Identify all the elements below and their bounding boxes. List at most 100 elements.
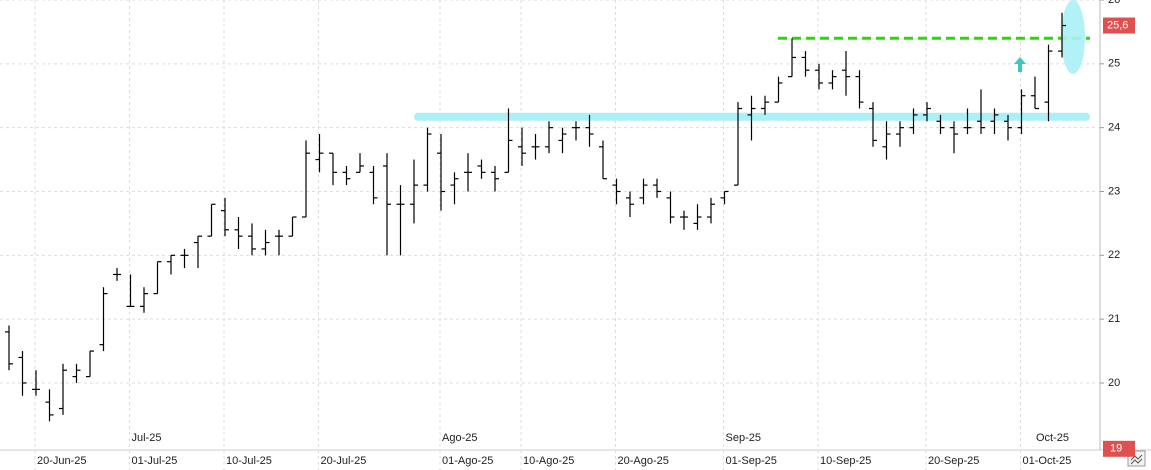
ohlc-bar — [815, 63, 823, 90]
ohlc-bar — [464, 153, 472, 192]
x-tick-label: 01-Jul-25 — [132, 455, 178, 467]
month-label: Jul-25 — [132, 432, 162, 444]
ohlc-bar — [558, 127, 567, 154]
y-tick-label: 24 — [1108, 122, 1120, 134]
ohlc-bar — [221, 197, 229, 237]
ohlc-bar — [1017, 89, 1026, 135]
ohlc-bar — [761, 95, 769, 115]
ohlc-bar — [585, 114, 594, 147]
ohlc-bar — [5, 325, 13, 371]
ohlc-bar — [1004, 114, 1012, 141]
ohlc-bar — [896, 121, 904, 147]
ohlc-bar — [302, 140, 310, 218]
ohlc-bar — [194, 235, 202, 269]
ohlc-bar — [720, 190, 729, 205]
ohlc-bar — [423, 127, 432, 192]
ohlc-bar — [639, 178, 648, 205]
ohlc-bar — [18, 351, 27, 396]
ohlc-bar — [248, 223, 256, 256]
bottom-marker-label: 19 — [1110, 443, 1122, 455]
x-tick-label: 20-Jul-25 — [321, 455, 367, 467]
ohlc-bar — [167, 254, 175, 275]
ohlc-bar — [450, 172, 459, 205]
ohlc-bar — [288, 216, 297, 237]
ohlc-bar — [234, 217, 243, 249]
ohlc-bar — [99, 287, 108, 352]
x-tick-label: 10-Ago-25 — [523, 455, 574, 467]
ohlc-bar — [626, 191, 634, 218]
ohlc-bar — [261, 229, 270, 256]
ohlc-bar — [315, 134, 324, 173]
ohlc-bar — [909, 108, 918, 135]
ohlc-bar — [950, 121, 958, 154]
arrow-annotation — [1014, 57, 1026, 72]
ohlc-bar — [396, 185, 405, 256]
ohlc-bar — [477, 159, 486, 179]
ohlc-bar — [788, 38, 796, 78]
y-tick-label: 23 — [1108, 185, 1120, 197]
last-price-label: 25,6 — [1107, 19, 1128, 31]
y-tick-label: 20 — [1108, 377, 1120, 389]
ohlc-bar — [329, 152, 337, 186]
ohlc-bar — [275, 229, 283, 256]
ohlc-bar — [86, 350, 94, 378]
ohlc-bar — [45, 389, 54, 422]
ohlc-bar — [855, 70, 864, 109]
ohlc-bar — [680, 210, 688, 230]
ohlc-bar — [207, 203, 216, 237]
ohlc-bar — [531, 134, 540, 160]
ohlc-bar — [437, 134, 445, 211]
ohlc-bar — [383, 153, 391, 256]
ohlc-bar — [356, 153, 364, 173]
ohlc-bar — [504, 108, 513, 173]
x-tick-label: 20-Sep-25 — [928, 455, 979, 467]
ohlc-bar — [990, 108, 999, 135]
y-tick-label: 25 — [1108, 58, 1120, 70]
ohlc-bar — [545, 121, 553, 154]
ohlc-bar — [842, 51, 850, 96]
ohlc-bar — [518, 127, 526, 166]
ohlc-bar — [1044, 44, 1053, 122]
ohlc-bar — [747, 95, 756, 141]
x-tick-label: 20-Jun-25 — [37, 455, 87, 467]
ohlc-bar — [977, 89, 985, 135]
ohlc-bar — [612, 178, 621, 205]
ohlc-bar — [369, 165, 378, 205]
ohlc-bar — [126, 274, 135, 307]
ohlc-bar — [666, 191, 675, 224]
ohlc-bar — [180, 248, 189, 269]
ohlc-bar — [963, 108, 972, 135]
ohlc-bar — [599, 140, 607, 180]
ohlc-bar — [140, 287, 148, 313]
ohlc-bar — [153, 261, 162, 295]
ohlc-bar — [1058, 12, 1066, 58]
ohlc-bar — [734, 102, 742, 186]
ohlc-bar — [410, 159, 418, 224]
ohlc-bar — [342, 165, 351, 186]
ohlc-bar — [882, 121, 891, 160]
bottom-marker-box — [1103, 440, 1135, 457]
ohlc-bar — [572, 121, 580, 141]
ohlc-bar — [707, 197, 715, 224]
ohlc-bar — [72, 363, 81, 383]
ohlc-bar — [774, 76, 783, 103]
ohlc-bar — [1031, 76, 1039, 110]
month-label: Sep-25 — [726, 432, 761, 444]
ohlc-bar — [491, 165, 499, 192]
ohlc-bar — [801, 51, 810, 77]
y-tick-label: 26 — [1108, 0, 1120, 6]
x-tick-label: 01-Sep-25 — [726, 455, 777, 467]
ohlc-bar — [32, 370, 40, 396]
last-price-box — [1103, 17, 1135, 34]
highlight-ellipse — [1061, 0, 1085, 74]
ohlc-bar — [59, 363, 67, 415]
x-tick-label: 01-Oct-25 — [1023, 455, 1072, 467]
ohlc-bar — [653, 178, 661, 198]
y-tick-label: 22 — [1108, 249, 1120, 261]
x-tick-label: 10-Sep-25 — [820, 455, 871, 467]
ohlc-bar — [828, 70, 837, 90]
x-tick-label: 10-Jul-25 — [226, 455, 272, 467]
month-label: Ago-25 — [442, 432, 477, 444]
x-tick-label: 01-Ago-25 — [442, 455, 493, 467]
